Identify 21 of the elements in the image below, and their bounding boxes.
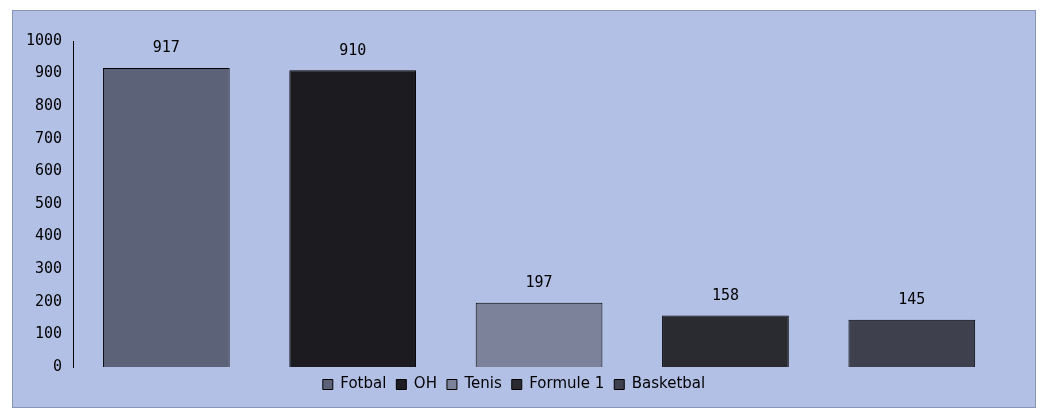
data-label: 910: [339, 40, 367, 59]
legend-label: OH: [413, 374, 437, 393]
data-label: 917: [152, 38, 180, 57]
data-label: 158: [711, 285, 739, 304]
y-tick-label: 800: [35, 96, 63, 115]
y-tick-label: 500: [35, 193, 63, 212]
legend-label: Tenis: [463, 374, 502, 393]
y-tick-label: 300: [35, 259, 63, 278]
legend-label: Fotbal: [340, 374, 387, 393]
y-tick-label: 400: [35, 226, 63, 245]
legend-label: Basketbal: [631, 374, 706, 393]
y-tick-label: 600: [35, 161, 63, 180]
y-tick-label: 700: [35, 128, 63, 147]
y-tick-label: 0: [53, 356, 63, 375]
data-label: 145: [898, 290, 926, 309]
y-tick-label: 900: [35, 63, 63, 82]
y-tick-label: 1000: [26, 30, 63, 49]
data-label: 197: [525, 273, 553, 292]
legend-label: Formule 1: [529, 374, 605, 393]
y-tick-label: 100: [35, 324, 63, 343]
y-tick-label: 200: [35, 291, 63, 310]
